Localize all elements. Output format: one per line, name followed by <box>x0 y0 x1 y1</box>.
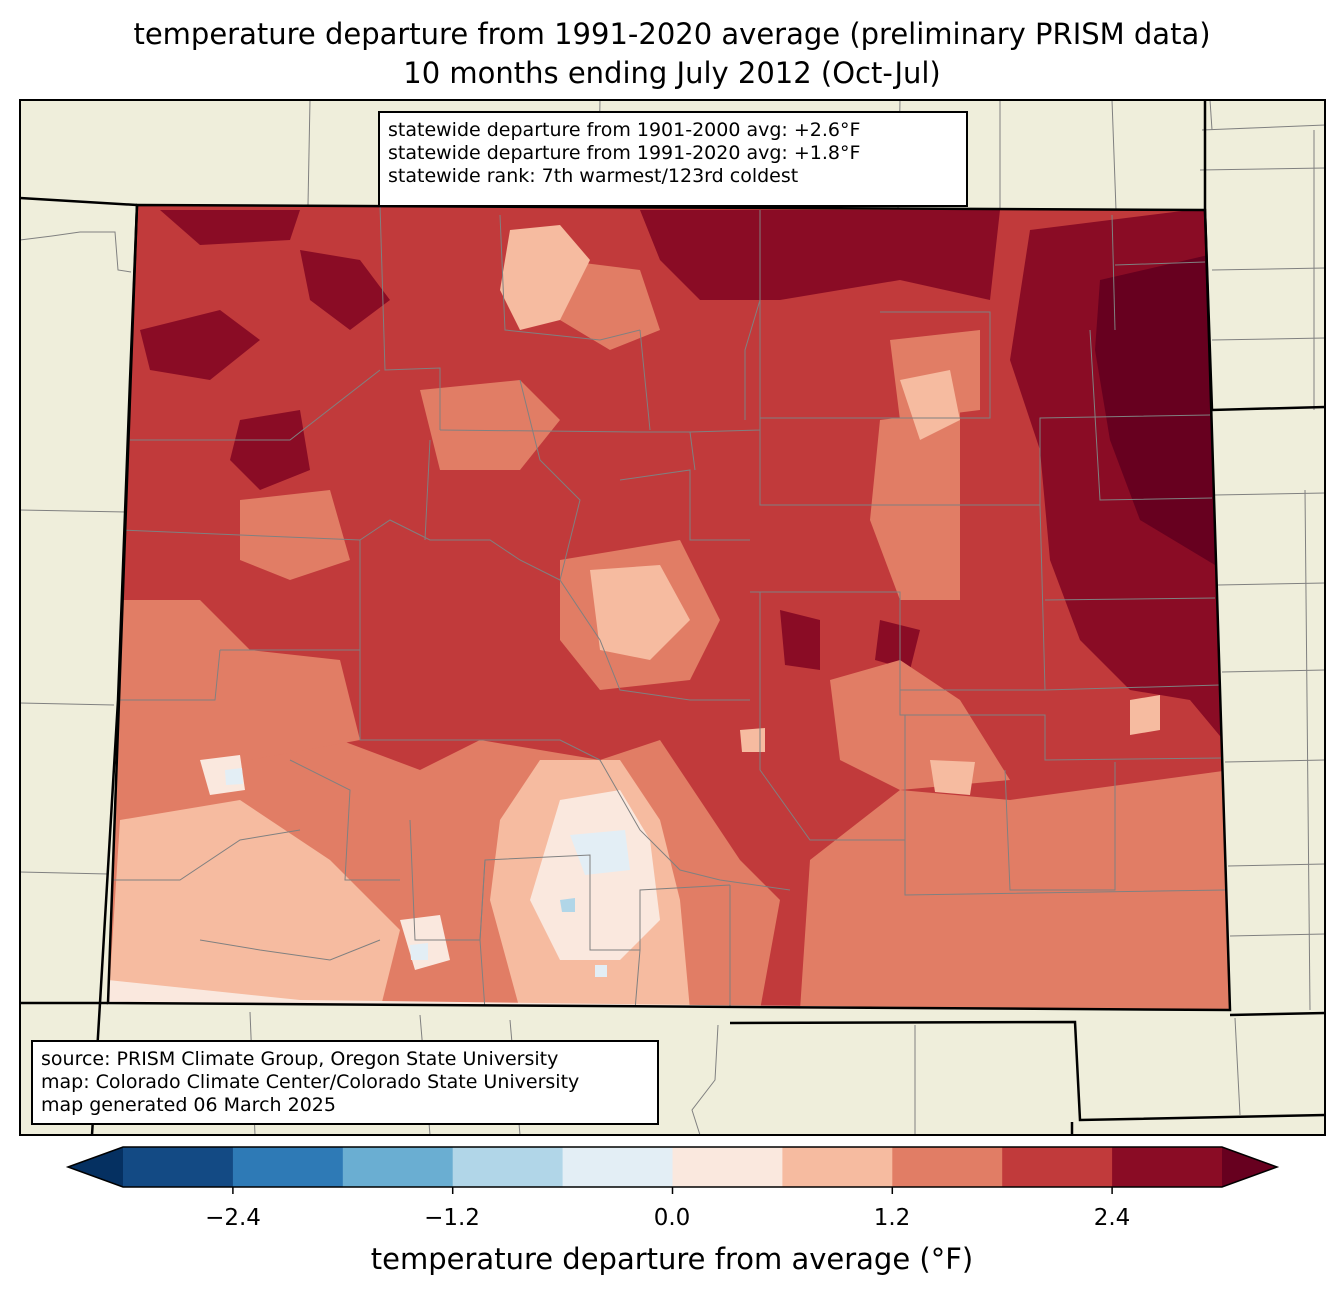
county-lines <box>108 205 1226 1010</box>
colorbar-segment <box>342 1147 454 1187</box>
map-title: temperature departure from 1991-2020 ave… <box>133 17 1211 51</box>
credits-box: source: PRISM Climate Group, Oregon Stat… <box>31 1040 659 1125</box>
stats-departure-1991-2020: statewide departure from 1991-2020 avg: … <box>388 142 861 164</box>
colorbar-tick-label: −2.4 <box>205 1205 261 1231</box>
colorbar-segment <box>232 1147 344 1187</box>
credits-source: source: PRISM Climate Group, Oregon Stat… <box>41 1048 559 1070</box>
colorbar-label: temperature departure from average (°F) <box>370 1242 974 1276</box>
colorbar-tick-label: 1.2 <box>873 1205 911 1231</box>
colorbar-segment <box>562 1147 673 1187</box>
colorbar <box>65 1146 1280 1194</box>
colorbar-segment <box>782 1147 893 1187</box>
state-borders <box>20 100 1325 1135</box>
colorbar-tick-label: 0.0 <box>653 1205 691 1231</box>
stats-departure-1901-2000: statewide departure from 1901-2000 avg: … <box>388 119 861 141</box>
colorbar-extend-high <box>1222 1147 1277 1187</box>
colorbar-outline <box>65 1146 1280 1188</box>
colorbar-tick-label: 2.4 <box>1093 1205 1131 1231</box>
statewide-stats-box: statewide departure from 1901-2000 avg: … <box>378 111 968 207</box>
colorbar-segment <box>892 1147 1003 1187</box>
colorbar-segment <box>1002 1147 1113 1187</box>
map-subtitle: 10 months ending July 2012 (Oct-Jul) <box>403 56 941 90</box>
colorbar-tick-label: −1.2 <box>424 1205 480 1231</box>
credits-generated: map generated 06 March 2025 <box>41 1094 336 1116</box>
stats-rank: statewide rank: 7th warmest/123rd coldes… <box>388 165 799 187</box>
colorbar-segment <box>672 1147 783 1187</box>
colorbar-extend-low <box>68 1147 123 1187</box>
credits-map: map: Colorado Climate Center/Colorado St… <box>41 1071 580 1093</box>
colorbar-segment <box>452 1147 564 1187</box>
temperature-departure-field <box>108 205 1230 1010</box>
colorbar-segment <box>123 1147 234 1187</box>
map-border <box>19 99 1326 1136</box>
colorbar-segment <box>1112 1147 1223 1187</box>
